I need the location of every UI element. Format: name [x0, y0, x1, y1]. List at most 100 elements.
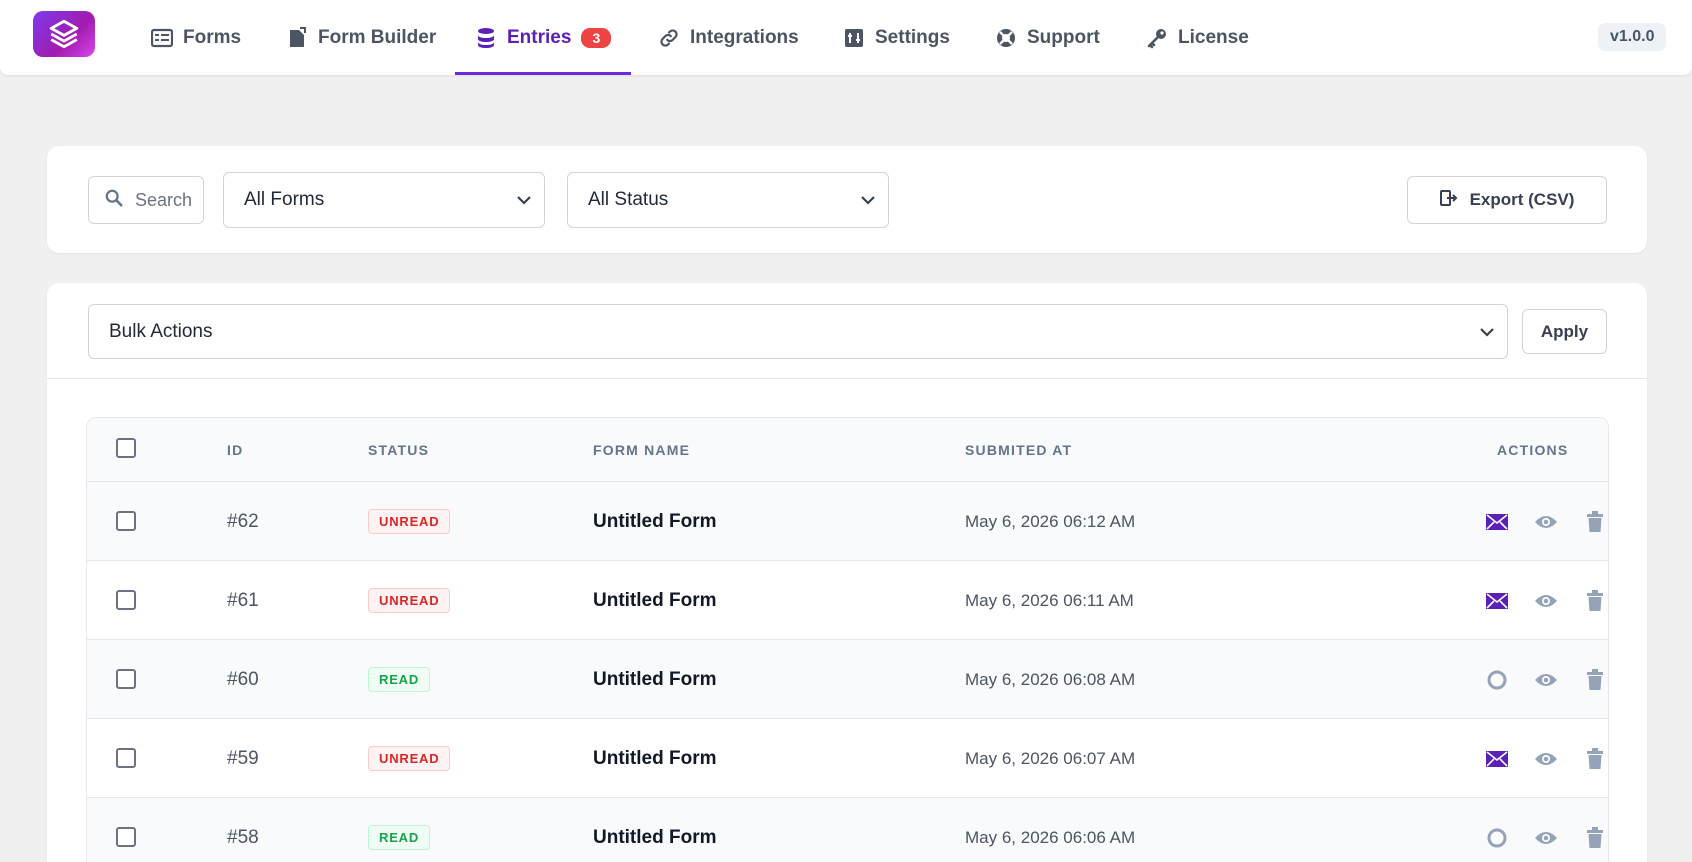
submitted-at: May 6, 2026 06:11 AM [965, 590, 1134, 610]
entry-id: #61 [227, 589, 259, 611]
nav-form-builder[interactable]: Form Builder [286, 0, 436, 75]
form-name: Untitled Form [593, 510, 717, 532]
row-checkbox[interactable] [116, 827, 136, 847]
nav-integrations-label: Integrations [690, 26, 799, 48]
trash-icon [1587, 510, 1603, 532]
nav-settings[interactable]: Settings [843, 0, 950, 75]
view-button[interactable] [1533, 482, 1559, 561]
status-badge: READ [368, 825, 431, 850]
envelope-icon [1486, 513, 1508, 530]
header-id: ID [227, 442, 244, 458]
nav-forms-label: Forms [183, 26, 242, 48]
nav-settings-label: Settings [875, 26, 950, 48]
search-box[interactable] [88, 176, 204, 224]
layers-icon [49, 19, 79, 49]
mark-read-button[interactable] [1484, 719, 1510, 798]
circle-icon [1487, 828, 1507, 847]
database-icon [475, 27, 497, 49]
entries-count-badge: 3 [581, 27, 612, 48]
forms-filter-value: All Forms [244, 189, 325, 210]
table-row: #61 UNREAD Untitled Form May 6, 2026 06:… [87, 561, 1608, 640]
status-badge: UNREAD [368, 588, 451, 613]
eye-icon [1535, 673, 1557, 686]
search-input[interactable] [135, 189, 195, 211]
view-button[interactable] [1533, 798, 1559, 862]
eye-icon [1535, 752, 1557, 765]
table-header: ID STATUS FORM NAME SUBMITED AT ACTIONS [87, 418, 1608, 482]
eye-icon [1535, 831, 1557, 844]
form-name: Untitled Form [593, 589, 717, 611]
chevron-down-icon [860, 189, 876, 211]
submitted-at: May 6, 2026 06:08 AM [965, 669, 1136, 689]
row-checkbox[interactable] [116, 669, 136, 689]
filter-card: All Forms All Status Export (CSV) [47, 146, 1647, 253]
status-filter-select[interactable]: All Status [567, 172, 889, 228]
table-row: #62 UNREAD Untitled Form May 6, 2026 06:… [87, 482, 1608, 561]
submitted-at: May 6, 2026 06:07 AM [965, 748, 1136, 768]
delete-button[interactable] [1582, 719, 1608, 798]
mark-unread-button[interactable] [1484, 798, 1510, 862]
mark-read-button[interactable] [1484, 482, 1510, 561]
eye-icon [1535, 515, 1557, 528]
table-row: #59 UNREAD Untitled Form May 6, 2026 06:… [87, 719, 1608, 798]
chevron-down-icon [1479, 321, 1495, 343]
search-icon [105, 189, 123, 212]
sliders-icon [843, 27, 865, 49]
trash-icon [1587, 589, 1603, 611]
eye-icon [1535, 594, 1557, 607]
nav-integrations[interactable]: Integrations [658, 0, 799, 75]
entry-id: #59 [227, 747, 259, 769]
header-actions: ACTIONS [1497, 442, 1569, 458]
forms-filter-select[interactable]: All Forms [223, 172, 545, 228]
view-button[interactable] [1533, 640, 1559, 719]
row-checkbox[interactable] [116, 748, 136, 768]
nav-support[interactable]: Support [995, 0, 1100, 75]
chevron-down-icon [516, 189, 532, 211]
nav-license[interactable]: License [1146, 0, 1249, 75]
status-badge: UNREAD [368, 509, 451, 534]
trash-icon [1587, 826, 1603, 848]
entry-id: #58 [227, 826, 259, 848]
entry-id: #62 [227, 510, 259, 532]
header-status: STATUS [368, 442, 430, 458]
status-badge: READ [368, 667, 431, 692]
app-logo[interactable] [33, 11, 95, 57]
trash-icon [1587, 747, 1603, 769]
header-submitted-at: SUBMITED AT [965, 442, 1073, 458]
mark-unread-button[interactable] [1484, 640, 1510, 719]
delete-button[interactable] [1582, 561, 1608, 640]
export-csv-button[interactable]: Export (CSV) [1407, 176, 1607, 224]
nav-support-label: Support [1027, 26, 1100, 48]
export-icon [1439, 189, 1458, 211]
apply-button[interactable]: Apply [1522, 309, 1607, 354]
nav-form-builder-label: Form Builder [318, 26, 437, 48]
top-nav: Forms Form Builder Entries 3 Integration… [0, 0, 1692, 75]
row-checkbox[interactable] [116, 590, 136, 610]
nav-forms[interactable]: Forms [151, 0, 241, 75]
select-all-checkbox[interactable] [116, 438, 136, 458]
mark-read-button[interactable] [1484, 561, 1510, 640]
form-name: Untitled Form [593, 668, 717, 690]
envelope-icon [1486, 750, 1508, 767]
table-row: #58 READ Untitled Form May 6, 2026 06:06… [87, 798, 1608, 862]
delete-button[interactable] [1582, 798, 1608, 862]
link-icon [658, 27, 680, 49]
delete-button[interactable] [1582, 482, 1608, 561]
nav-entries[interactable]: Entries 3 [455, 0, 632, 75]
header-form-name: FORM NAME [593, 442, 691, 458]
entries-table: ID STATUS FORM NAME SUBMITED AT ACTIONS … [86, 417, 1609, 862]
view-button[interactable] [1533, 719, 1559, 798]
status-badge: UNREAD [368, 746, 451, 771]
entries-card: Bulk Actions Apply ID STATUS FORM NAME S… [47, 283, 1647, 862]
row-checkbox[interactable] [116, 511, 136, 531]
view-button[interactable] [1533, 561, 1559, 640]
submitted-at: May 6, 2026 06:06 AM [965, 827, 1136, 847]
nav-license-label: License [1178, 26, 1249, 48]
status-filter-value: All Status [588, 189, 669, 210]
export-csv-label: Export (CSV) [1469, 190, 1575, 209]
file-icon [286, 26, 308, 49]
delete-button[interactable] [1582, 640, 1608, 719]
bulk-actions-value: Bulk Actions [109, 320, 213, 342]
bulk-actions-bar: Bulk Actions Apply [47, 283, 1647, 379]
bulk-actions-select[interactable]: Bulk Actions [88, 304, 1508, 359]
